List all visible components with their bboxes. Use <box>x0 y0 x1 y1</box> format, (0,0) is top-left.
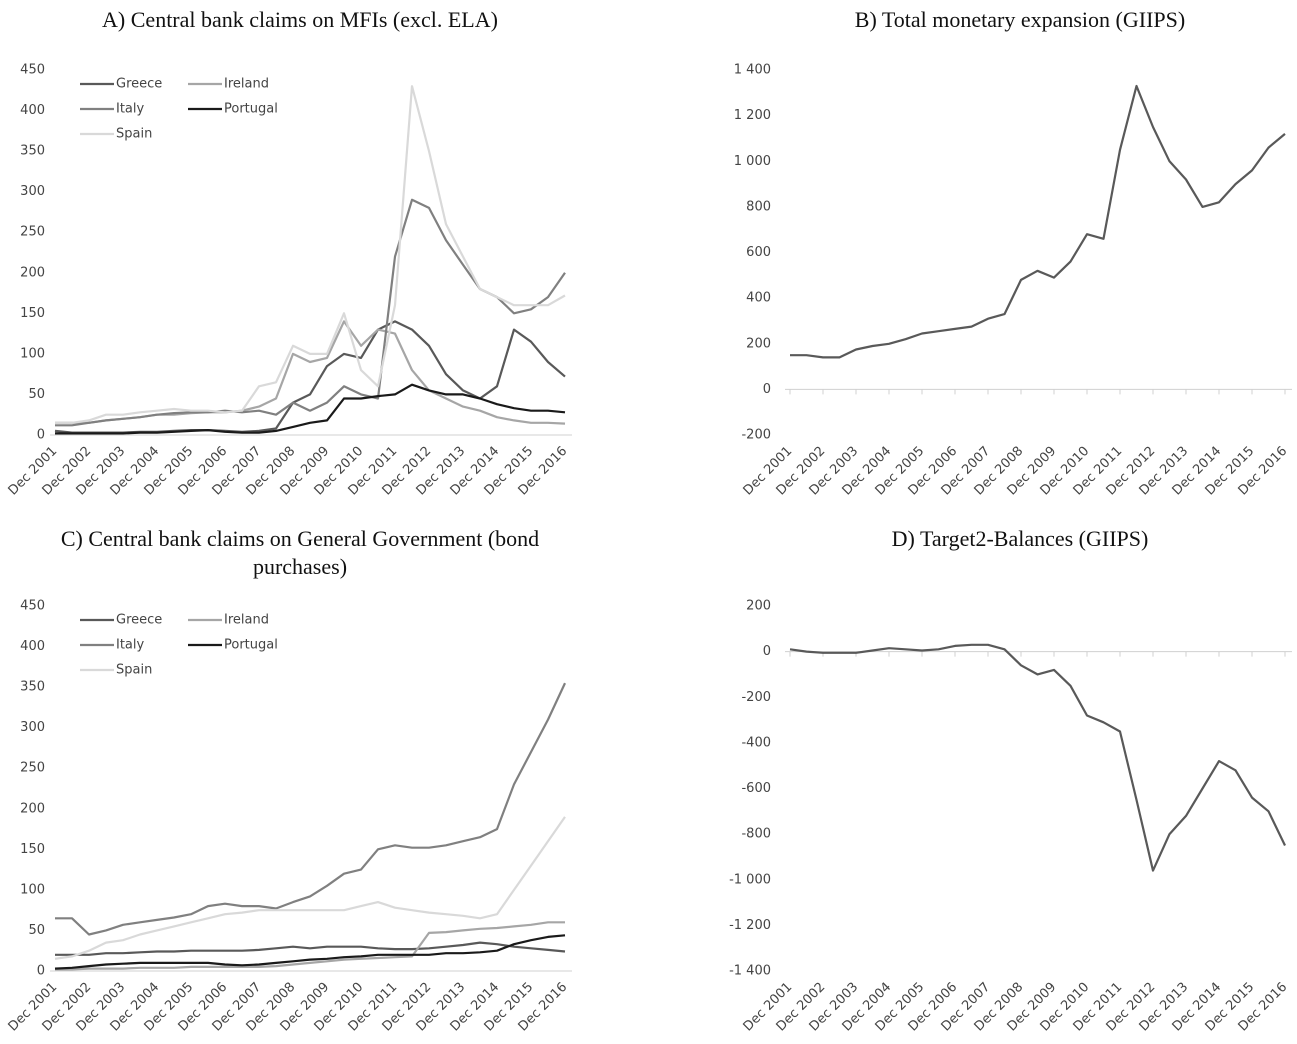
y-tick-label: 400 <box>20 103 45 118</box>
y-tick-label: 200 <box>746 599 771 614</box>
y-tick-label: 50 <box>28 387 45 402</box>
y-tick-label: -200 <box>741 690 771 705</box>
chart-title: D) Target2-Balances (GIIPS) <box>891 526 1149 551</box>
legend-label: Spain <box>116 127 152 142</box>
legend-label: Ireland <box>224 77 269 92</box>
y-tick-label: 0 <box>763 644 771 659</box>
y-tick-label: 300 <box>20 184 45 199</box>
y-tick-label: 400 <box>20 639 45 654</box>
series-line <box>55 383 566 435</box>
y-tick-label: -1 400 <box>729 964 771 979</box>
legend-label: Greece <box>116 613 162 628</box>
legend-label: Portugal <box>224 638 278 653</box>
y-tick-label: 450 <box>20 63 45 78</box>
y-tick-label: 450 <box>20 599 45 614</box>
y-tick-label: 200 <box>20 801 45 816</box>
y-tick-label: 100 <box>20 346 45 361</box>
chart-title: C) Central bank claims on General Govern… <box>60 526 540 579</box>
y-tick-label: 350 <box>20 680 45 695</box>
series-line <box>55 921 565 971</box>
y-tick-label: 150 <box>20 306 45 321</box>
legend-label: Spain <box>116 663 152 678</box>
chart-title: B) Total monetary expansion (GIIPS) <box>854 7 1186 32</box>
y-tick-label: -200 <box>741 428 771 443</box>
y-tick-label: 200 <box>746 336 771 351</box>
series-line <box>55 85 566 424</box>
y-tick-label: 1 200 <box>734 108 771 123</box>
y-tick-label: 250 <box>20 225 45 240</box>
series-line <box>55 682 566 936</box>
series-line <box>54 934 566 970</box>
y-tick-label: 300 <box>20 720 45 735</box>
legend-label: Greece <box>116 77 162 92</box>
y-tick-label: 1 400 <box>734 63 771 78</box>
y-tick-label: 350 <box>20 144 45 159</box>
series-line <box>790 84 1286 359</box>
series-line <box>789 643 1286 872</box>
series-line <box>54 816 566 960</box>
series-line <box>55 941 566 956</box>
y-tick-label: -1 200 <box>729 918 771 933</box>
y-tick-label: -600 <box>741 781 771 796</box>
y-tick-label: 0 <box>37 964 45 979</box>
legend-label: Portugal <box>224 102 278 117</box>
y-tick-label: -800 <box>741 827 771 842</box>
y-tick-label: 1 000 <box>734 154 771 169</box>
series-line <box>54 320 566 434</box>
legend-label: Italy <box>116 638 145 653</box>
y-tick-label: 800 <box>746 199 771 214</box>
y-tick-label: 400 <box>746 291 771 306</box>
chart-title: A) Central bank claims on MFIs (excl. EL… <box>102 7 498 32</box>
legend-label: Ireland <box>224 613 269 628</box>
y-tick-label: 0 <box>763 382 771 397</box>
y-tick-label: 50 <box>28 923 45 938</box>
y-tick-label: 200 <box>20 265 45 280</box>
y-tick-label: 100 <box>20 882 45 897</box>
y-tick-label: 0 <box>37 428 45 443</box>
y-tick-label: -400 <box>741 735 771 750</box>
y-tick-label: -1 000 <box>729 872 771 887</box>
y-tick-label: 600 <box>746 245 771 260</box>
y-tick-label: 250 <box>20 761 45 776</box>
series-line <box>55 320 566 425</box>
legend-label: Italy <box>116 102 145 117</box>
y-tick-label: 150 <box>20 842 45 857</box>
